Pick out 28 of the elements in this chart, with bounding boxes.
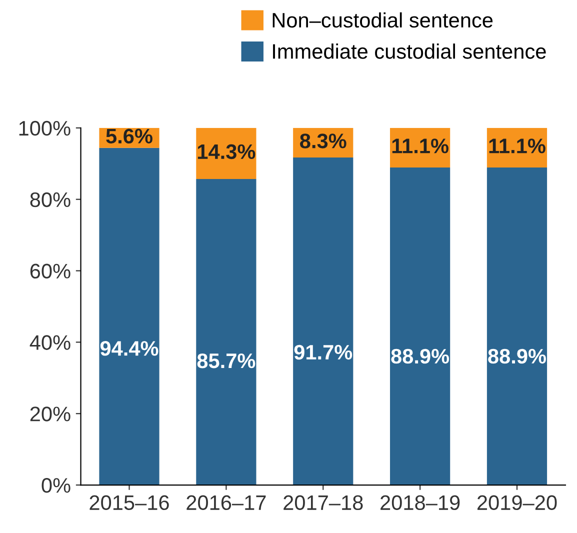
data-label: 11.1% [392, 138, 448, 154]
y-tick-label: 60% [30, 264, 70, 279]
data-label: 91.7% [294, 344, 352, 360]
data-label: 8.3% [300, 134, 346, 148]
data-label: 94.4% [100, 341, 158, 356]
y-tick-label: 80% [30, 192, 70, 208]
y-tick-label: 20% [30, 406, 70, 422]
data-label: 85.7% [197, 353, 256, 368]
data-label: 88.9% [391, 348, 450, 364]
bar [99, 148, 160, 486]
y-tick-label: 0% [42, 478, 70, 493]
x-tick-label: 2019–20 [477, 495, 557, 510]
data-label: 14.3% [198, 144, 256, 160]
data-label: 88.9% [488, 348, 546, 364]
bar [486, 168, 548, 486]
bar [293, 158, 354, 486]
legend-label: Immediate custodial sentence [273, 44, 546, 59]
x-tick-label: 2016–17 [186, 495, 266, 510]
data-label: 11.1% [489, 138, 546, 154]
bar [196, 178, 256, 486]
x-tick-label: 2018–19 [380, 495, 460, 510]
y-tick-label: 100% [19, 120, 70, 136]
bar [390, 168, 450, 486]
x-tick-label: 2015–16 [90, 495, 169, 510]
data-label: 5.6% [106, 128, 152, 144]
legend-label: Non–custodial sentence [272, 12, 493, 28]
y-tick-label: 40% [30, 335, 70, 350]
x-tick-label: 2017–18 [284, 495, 363, 510]
